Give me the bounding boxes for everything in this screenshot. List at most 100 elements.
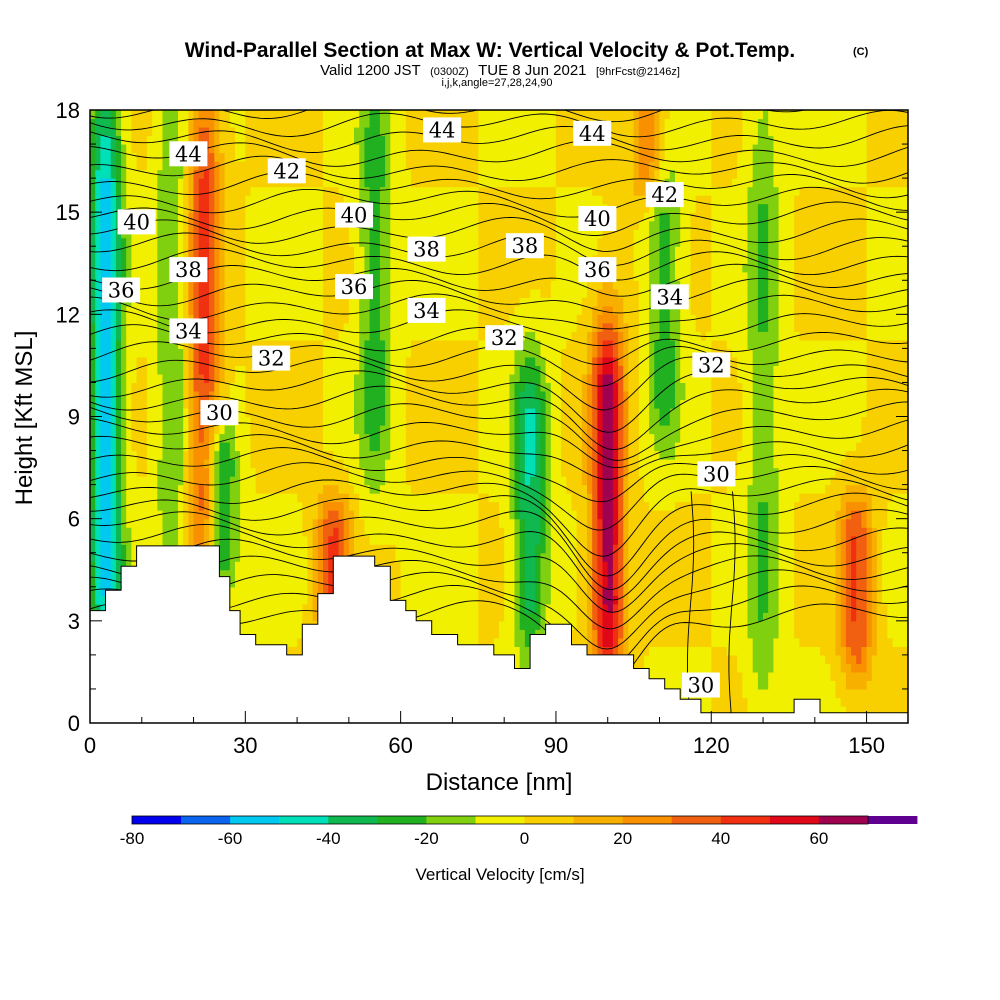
w-cell (442, 229, 448, 239)
w-cell (235, 348, 241, 358)
w-cell (426, 195, 433, 205)
w-cell (343, 476, 350, 486)
w-cell (307, 382, 314, 392)
w-cell (359, 169, 365, 179)
w-cell (317, 212, 324, 222)
w-cell (224, 569, 231, 579)
w-cell (126, 391, 132, 401)
w-cell (110, 382, 117, 392)
w-cell (235, 161, 241, 171)
w-cell (379, 263, 386, 273)
w-cell (374, 297, 381, 307)
w-cell (395, 212, 402, 222)
w-cell (400, 425, 407, 435)
w-cell (193, 169, 200, 179)
w-cell (224, 246, 231, 256)
w-cell (250, 620, 257, 630)
w-cell (379, 297, 386, 307)
w-cell (141, 510, 148, 520)
w-cell (90, 595, 96, 605)
w-cell (90, 518, 96, 528)
w-cell (333, 416, 340, 426)
w-cell (198, 203, 205, 213)
w-cell (411, 603, 417, 613)
w-cell (359, 416, 365, 426)
w-cell (90, 527, 96, 537)
w-cell (224, 391, 231, 401)
w-cell (136, 510, 143, 520)
w-cell (229, 237, 236, 247)
w-cell (436, 169, 443, 179)
w-cell (188, 518, 195, 528)
w-cell (146, 391, 153, 401)
w-cell (198, 348, 205, 358)
w-cell (385, 459, 391, 469)
w-cell (141, 391, 148, 401)
w-cell (188, 280, 195, 290)
w-cell (100, 569, 107, 579)
w-cell (90, 297, 96, 307)
w-cell (167, 433, 174, 443)
w-cell (405, 510, 412, 520)
w-cell (188, 220, 195, 230)
w-cell (131, 237, 138, 247)
w-cell (395, 195, 402, 205)
w-cell (281, 603, 288, 613)
w-cell (431, 544, 438, 554)
w-cell (95, 408, 101, 418)
w-cell (297, 314, 303, 324)
w-cell (90, 450, 96, 460)
w-cell (411, 416, 417, 426)
w-cell (183, 518, 189, 528)
w-cell (286, 552, 293, 562)
w-cell (235, 195, 241, 205)
w-cell (152, 118, 158, 128)
w-cell (338, 169, 345, 179)
w-cell (317, 365, 324, 375)
w-cell (235, 535, 241, 545)
w-cell (203, 195, 210, 205)
w-cell (369, 527, 376, 537)
w-cell (121, 263, 127, 273)
w-cell (266, 578, 272, 588)
w-cell (421, 501, 428, 511)
w-cell (405, 561, 412, 571)
w-cell (395, 237, 402, 247)
w-cell (400, 356, 407, 366)
w-cell (157, 254, 164, 264)
w-cell (219, 178, 226, 188)
w-cell (374, 237, 381, 247)
w-cell (136, 408, 143, 418)
w-cell (364, 365, 371, 375)
w-cell (245, 144, 252, 154)
w-cell (203, 110, 210, 120)
w-cell (379, 254, 386, 264)
w-cell (95, 280, 101, 290)
w-cell (162, 425, 169, 435)
w-cell (126, 408, 132, 418)
w-cell (411, 220, 417, 230)
w-cell (436, 271, 443, 281)
w-cell (328, 322, 334, 332)
w-cell (214, 348, 221, 358)
w-cell (131, 518, 138, 528)
w-cell (136, 161, 143, 171)
w-cell (271, 288, 277, 298)
w-cell (229, 161, 236, 171)
w-cell (235, 203, 241, 213)
w-cell (152, 501, 158, 511)
w-cell (390, 288, 397, 298)
w-cell (95, 518, 101, 528)
w-cell (390, 476, 397, 486)
w-cell (411, 493, 417, 503)
w-cell (359, 178, 365, 188)
w-cell (333, 339, 340, 349)
w-cell (203, 237, 210, 247)
w-cell (302, 603, 309, 613)
w-cell (255, 331, 262, 341)
w-cell (126, 459, 132, 469)
w-cell (385, 501, 391, 511)
w-cell (395, 288, 402, 298)
w-cell (374, 263, 381, 273)
w-cell (157, 305, 164, 315)
